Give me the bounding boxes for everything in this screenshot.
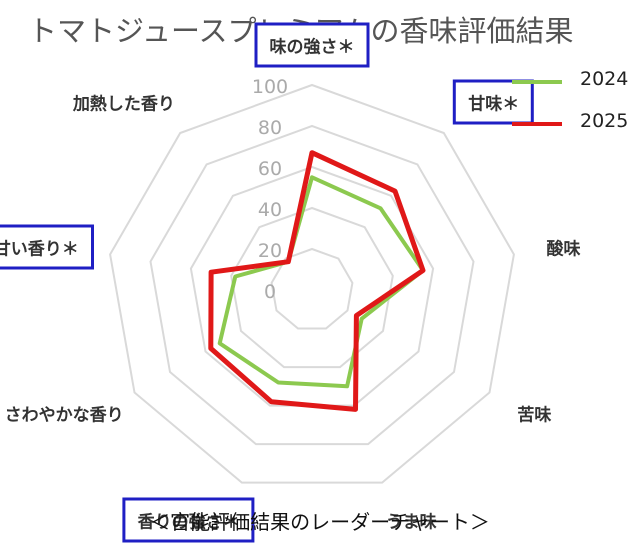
- axis-label: 味の強さ＊: [254, 22, 370, 68]
- axis-label: 甘い香り＊: [0, 224, 94, 270]
- radial-tick-label: 40: [258, 199, 282, 221]
- grid-ring-80: [149, 124, 475, 446]
- axis-label: さわやかな香り: [4, 405, 124, 425]
- radial-tick-label: 60: [258, 158, 282, 180]
- radial-tick-label: 100: [252, 76, 288, 98]
- legend-item-2025: 2025: [512, 108, 640, 138]
- radial-tick-label: 0: [264, 281, 276, 303]
- legend-item-2024: 2024: [512, 66, 640, 96]
- grid-ring-20: [270, 247, 354, 330]
- legend-swatch-2024: [512, 80, 562, 84]
- radial-ticks: 0 20 40 60 80 100: [252, 76, 288, 303]
- grid-ring-100: [109, 83, 515, 484]
- radar-series: [208, 150, 426, 412]
- series-line-2024: [217, 175, 425, 389]
- grid-ring-40: [230, 206, 394, 369]
- radial-tick-label: 80: [258, 117, 282, 139]
- legend: 2024 2025: [512, 66, 640, 150]
- chart-caption: ＜官能評価結果のレーダーチャート＞: [150, 510, 490, 534]
- axis-label: 酸味: [546, 239, 581, 260]
- axis-label: うま味: [385, 512, 437, 533]
- radial-tick-label: 20: [258, 240, 282, 262]
- axis-label: 苦味: [517, 405, 552, 425]
- axis-label: 香りの強さ＊: [122, 497, 255, 543]
- legend-label-2025: 2025: [580, 110, 629, 132]
- legend-label-2024: 2024: [580, 68, 629, 90]
- axis-label: 加熱した香り: [72, 94, 175, 115]
- series-line-2025: [208, 150, 426, 412]
- axis-label: 甘味＊: [453, 79, 535, 125]
- legend-swatch-2025: [512, 122, 562, 126]
- radar-grid: [109, 83, 515, 484]
